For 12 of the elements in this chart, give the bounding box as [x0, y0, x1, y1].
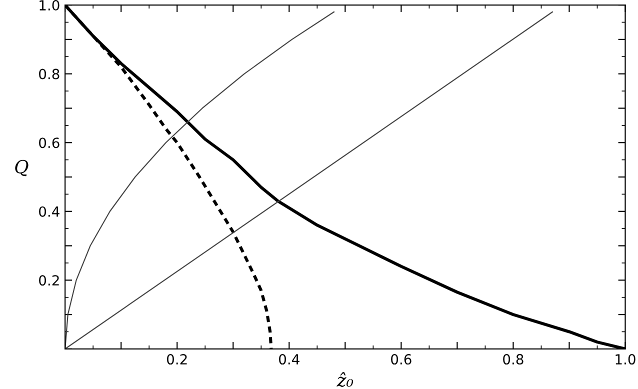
- y-tick-label: 0.6: [39, 138, 60, 148]
- x-tick-label: 0.6: [391, 354, 412, 365]
- x-tick-label: 0.4: [279, 354, 300, 365]
- x-tick-label: 0.8: [503, 354, 524, 365]
- x-tick-label: 0.2: [166, 354, 187, 365]
- y-tick-label: 0.2: [39, 275, 59, 286]
- x-axis-title: ẑ₀: [336, 372, 354, 387]
- y-axis-title: Q: [15, 160, 28, 176]
- y-tick-label: 0.8: [39, 68, 60, 80]
- y-tick-label: 0.4: [39, 206, 60, 217]
- x-tick-label: 1.0: [616, 354, 636, 365]
- y-tick-label: 1.0: [40, 0, 60, 11]
